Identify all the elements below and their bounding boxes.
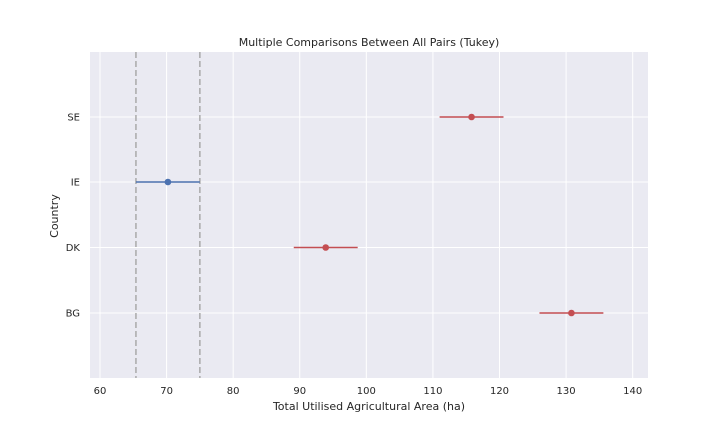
y-tick-labels: SE IE DK BG [66,113,81,320]
x-tick-label: 60 [94,386,107,397]
chart-title: Multiple Comparisons Between All Pairs (… [239,36,500,49]
x-tick-label: 140 [623,386,642,397]
mean-point-dk [322,244,330,251]
x-tick-label: 100 [357,386,376,397]
y-axis-label: Country [48,194,61,238]
plot-background [90,52,648,378]
x-tick-labels: 60 70 80 90 100 110 120 130 140 [94,386,643,397]
reference-lines [135,52,201,378]
y-tick-label: SE [67,113,80,124]
y-tick-label: BG [66,309,80,320]
mean-point-ie [164,178,172,186]
x-tick-label: 80 [227,386,240,397]
mean-point-bg [568,309,575,317]
x-axis-label: Total Utilised Agricultural Area (ha) [272,400,465,413]
x-tick-label: 110 [423,386,442,397]
data-marks [135,113,604,317]
x-tick-label: 90 [293,386,306,397]
x-tick-label: 70 [160,386,173,397]
y-tick-label: IE [71,178,80,189]
y-tick-label: DK [66,243,81,254]
x-tick-label: 130 [557,386,576,397]
mean-point-se [468,113,475,121]
x-tick-label: 120 [490,386,509,397]
